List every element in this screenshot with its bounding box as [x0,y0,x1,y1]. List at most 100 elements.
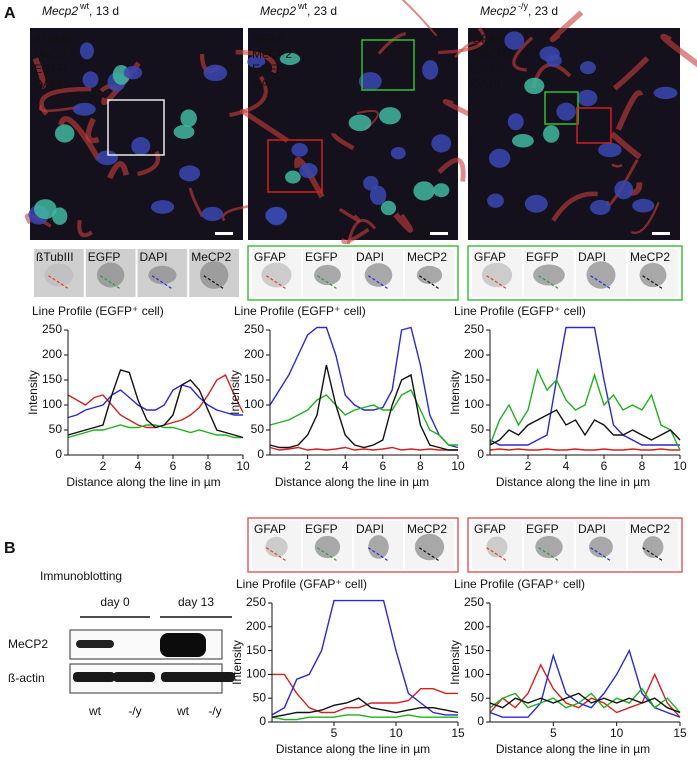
fiber [107,161,130,180]
y-tick-label: 250 [464,322,484,336]
inset-label: DAPI [578,250,606,264]
x-tick-label: 6 [601,459,608,473]
profile-arrow [538,275,560,290]
cell-blob [535,535,563,559]
inset-label: DAPI [356,250,384,264]
inset-label: EGFP [526,522,559,536]
age: , 13 d [89,4,119,18]
fiber [235,49,277,74]
blot-group: day 13 [178,595,214,609]
inset-label: DAPI [578,522,606,536]
x-tick-label: 8 [417,459,424,473]
nucleus [299,163,318,179]
channel-label: MeCP2 [34,47,74,61]
profile-arrow [418,275,441,290]
channel-label: MeCP2 [252,47,292,61]
x-axis-label: Distance along the line in µm [66,475,220,489]
nucleus [422,60,439,80]
nucleus [433,183,450,198]
y-tick-label: 200 [246,619,266,633]
profile-line [271,714,458,721]
y-tick-label: 250 [42,322,62,336]
channel-label: DAPI [34,77,62,91]
scale-bar [215,232,233,235]
axes [271,603,458,723]
profile-arrow [265,547,288,562]
profile-line [67,424,243,439]
inset-label: EGFP [526,250,559,264]
inset-label: MeCP2 [407,522,447,536]
scale-bar [430,232,448,235]
profile-line [489,687,681,713]
x-tick-label: 2 [304,459,311,473]
profile-line [489,448,680,451]
nucleus [512,134,534,148]
y-tick-label: 100 [42,397,62,411]
x-tick-label: 15 [673,726,687,740]
profile-arrow [538,547,560,562]
axes [269,330,458,456]
inset-label: ßTubIII [36,250,74,264]
nucleus [539,46,560,62]
band [113,672,155,682]
x-tick-label: 5 [550,726,557,740]
nucleus [507,113,524,131]
profile-arrow [151,275,174,290]
x-tick-label: 5 [331,726,338,740]
fiber [549,10,584,43]
nucleus [632,198,655,213]
profile-arrow [316,275,339,290]
inset-border [467,245,683,301]
y-axis-label: Intensity [230,640,244,685]
profile-arrow [590,547,612,562]
y-tick-label: 50 [253,690,267,704]
nucleus [266,206,286,226]
y-tick-label: 100 [246,667,266,681]
x-tick-label: 8 [639,459,646,473]
cell-blob [199,261,229,289]
nucleus [201,206,224,222]
x-axis-label: Distance along the line in µm [496,742,650,756]
nucleus [33,199,57,220]
y-tick-label: 200 [464,619,484,633]
y-axis-label: Intensity [448,370,462,415]
x-axis-label: Distance along the line in µm [496,475,650,489]
axes [489,330,680,456]
x-tick-label: 6 [170,459,177,473]
fiber [551,191,598,222]
x-tick-label: 2 [100,459,107,473]
y-tick-label: 0 [257,447,264,461]
nucleus [247,55,266,68]
nucleus [123,66,143,80]
lane-label: wt [176,704,190,718]
inset-label: MeCP2 [407,250,447,264]
cell-blob [414,533,445,561]
x-tick-label: 2 [525,459,532,473]
profile-arrow [99,275,122,290]
nucleus [524,77,545,95]
fiber [294,156,325,199]
y-tick-label: 100 [464,667,484,681]
x-tick-label: 10 [610,726,624,740]
band [161,672,203,682]
profile-line [489,692,681,714]
profile-arrow [486,275,508,290]
inset-label: GFAP [474,522,506,536]
y-tick-label: 150 [42,372,62,386]
x-axis-label: Distance along the line in µm [275,475,429,489]
channel-label: EGFP [472,62,505,76]
y-tick-label: 50 [49,422,63,436]
lane-label: wt [88,704,102,718]
x-tick-label: 8 [205,459,212,473]
profile-line [269,364,458,451]
profile-arrow [265,275,288,290]
cell-blob [586,261,616,289]
scale-bar [652,232,670,235]
nucleus [524,194,548,213]
y-tick-label: 250 [246,595,266,609]
y-tick-label: 0 [477,447,484,461]
cell-blob [265,536,288,558]
channel-label: ßTubIII [34,32,72,46]
gene: Mecp2 [260,4,296,18]
